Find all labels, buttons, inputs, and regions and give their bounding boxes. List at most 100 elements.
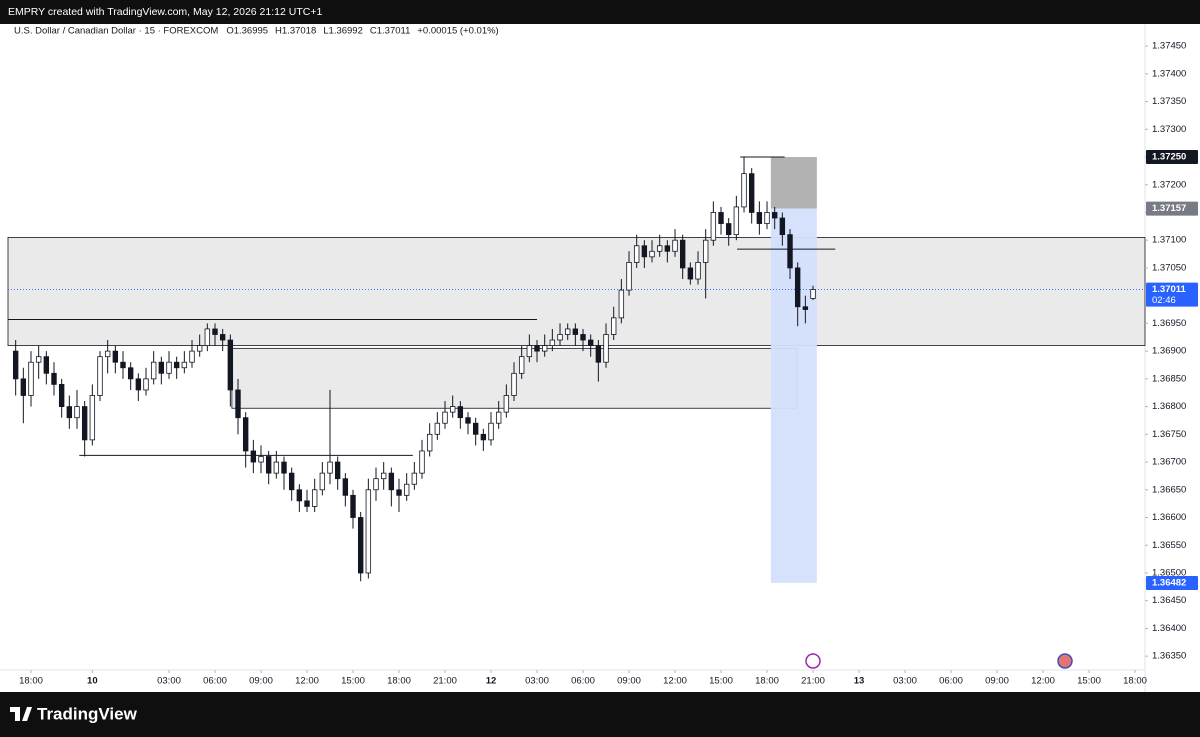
candle-body <box>74 406 80 419</box>
candle-body <box>173 361 180 369</box>
candle-body <box>304 500 310 507</box>
y-tick-label: 1.36900 <box>1152 346 1186 357</box>
candle-body <box>741 173 747 208</box>
candle-body <box>672 239 678 252</box>
x-tick-label: 21:00 <box>801 676 825 687</box>
candle-body <box>702 239 709 263</box>
x-tick-label: 18:00 <box>755 676 779 687</box>
candle-body <box>549 339 556 346</box>
x-tick-label: 21:00 <box>433 676 457 687</box>
y-tick-label: 1.36600 <box>1152 512 1186 523</box>
x-tick-label: 18:00 <box>1123 676 1147 687</box>
x-tick-label: 15:00 <box>1077 676 1101 687</box>
event-icons <box>805 653 1073 669</box>
x-tick-label: 09:00 <box>249 676 273 687</box>
candle-body <box>472 422 479 435</box>
candle-body <box>503 395 510 413</box>
x-tick-label: 09:00 <box>985 676 1009 687</box>
candle-body <box>135 378 142 391</box>
candle-body <box>380 472 387 480</box>
candle-body <box>35 356 42 363</box>
candle-body <box>511 372 517 396</box>
candle-body <box>664 245 671 252</box>
candle-body <box>787 234 793 269</box>
event-icon[interactable] <box>805 653 821 669</box>
x-tick-label: 03:00 <box>525 676 549 687</box>
candle-body <box>695 261 701 280</box>
ohlc-label: H1.37018 <box>275 26 316 37</box>
candle-body <box>51 372 57 385</box>
y-tick-label: 1.36700 <box>1152 457 1186 468</box>
stop-zone <box>770 157 817 209</box>
y-tick-label: 1.37050 <box>1152 262 1186 273</box>
candle-body <box>679 239 686 269</box>
candle-body <box>426 433 433 452</box>
y-tick-label: 1.36850 <box>1152 373 1186 384</box>
candle-body <box>810 289 816 299</box>
candle-body <box>764 212 770 224</box>
brand: TradingView <box>37 704 138 723</box>
candle-body <box>365 489 372 574</box>
candle-body <box>434 422 441 435</box>
y-tick-label: 1.37350 <box>1152 96 1186 107</box>
candle-body <box>733 206 740 236</box>
x-tick-label: 06:00 <box>571 676 595 687</box>
y-tick-label: 1.37400 <box>1152 68 1186 79</box>
candle-body <box>534 345 540 352</box>
x-tick-label: 06:00 <box>939 676 963 687</box>
candle-body <box>411 472 418 485</box>
price-label: 1.37011 <box>1152 284 1187 295</box>
x-tick-label: 03:00 <box>157 676 181 687</box>
candle-body <box>748 173 755 213</box>
candle-body <box>212 328 218 335</box>
candle-body <box>480 433 487 441</box>
candle-body <box>710 212 717 241</box>
y-tick-label: 1.36950 <box>1152 318 1186 329</box>
candle-body <box>28 361 34 396</box>
candle-body <box>457 406 464 419</box>
event-icon[interactable] <box>1057 653 1073 669</box>
logo: TradingView <box>10 704 138 723</box>
y-tick-label: 1.37100 <box>1152 235 1186 246</box>
caption: EMPRY created with TradingView.com, May … <box>8 6 322 18</box>
candle-body <box>442 411 448 424</box>
plot <box>7 156 1146 583</box>
candle-body <box>265 456 272 474</box>
candle-body <box>649 250 655 258</box>
candle-body <box>641 245 648 258</box>
candle-body <box>43 356 50 374</box>
candle-body <box>127 367 134 380</box>
candle-body <box>158 361 165 374</box>
ohlc-label: L1.36992 <box>323 26 363 37</box>
x-tick-label: 06:00 <box>203 676 227 687</box>
candle-body <box>802 306 809 310</box>
candle-body <box>20 378 27 396</box>
candle-body <box>794 267 801 308</box>
candle-body <box>342 478 349 496</box>
candle-body <box>242 417 249 452</box>
candle-body <box>656 245 663 252</box>
price-label-box <box>1146 201 1198 216</box>
price-label-box <box>1146 150 1198 165</box>
candle-body <box>350 494 356 518</box>
y-tick-label: 1.36500 <box>1152 567 1186 578</box>
candle-body <box>281 461 287 474</box>
candle-body <box>396 489 402 496</box>
candle-body <box>595 345 602 363</box>
candle-body <box>357 517 364 574</box>
candle-body <box>557 334 563 341</box>
candle-body <box>419 450 425 474</box>
candle-body <box>526 345 533 358</box>
candle-body <box>12 350 19 380</box>
x-tick-label: 13 <box>854 676 865 687</box>
logo-mark <box>10 707 32 721</box>
candle-body <box>204 328 211 346</box>
symbol: U.S. Dollar / Canadian Dollar · 15 · FOR… <box>14 26 218 37</box>
candle-body <box>725 223 732 236</box>
candle-body <box>603 334 609 363</box>
candle-body <box>488 422 494 441</box>
x-tick-label: 12:00 <box>663 676 687 687</box>
target-zone <box>770 208 817 583</box>
candle-body <box>66 406 73 419</box>
